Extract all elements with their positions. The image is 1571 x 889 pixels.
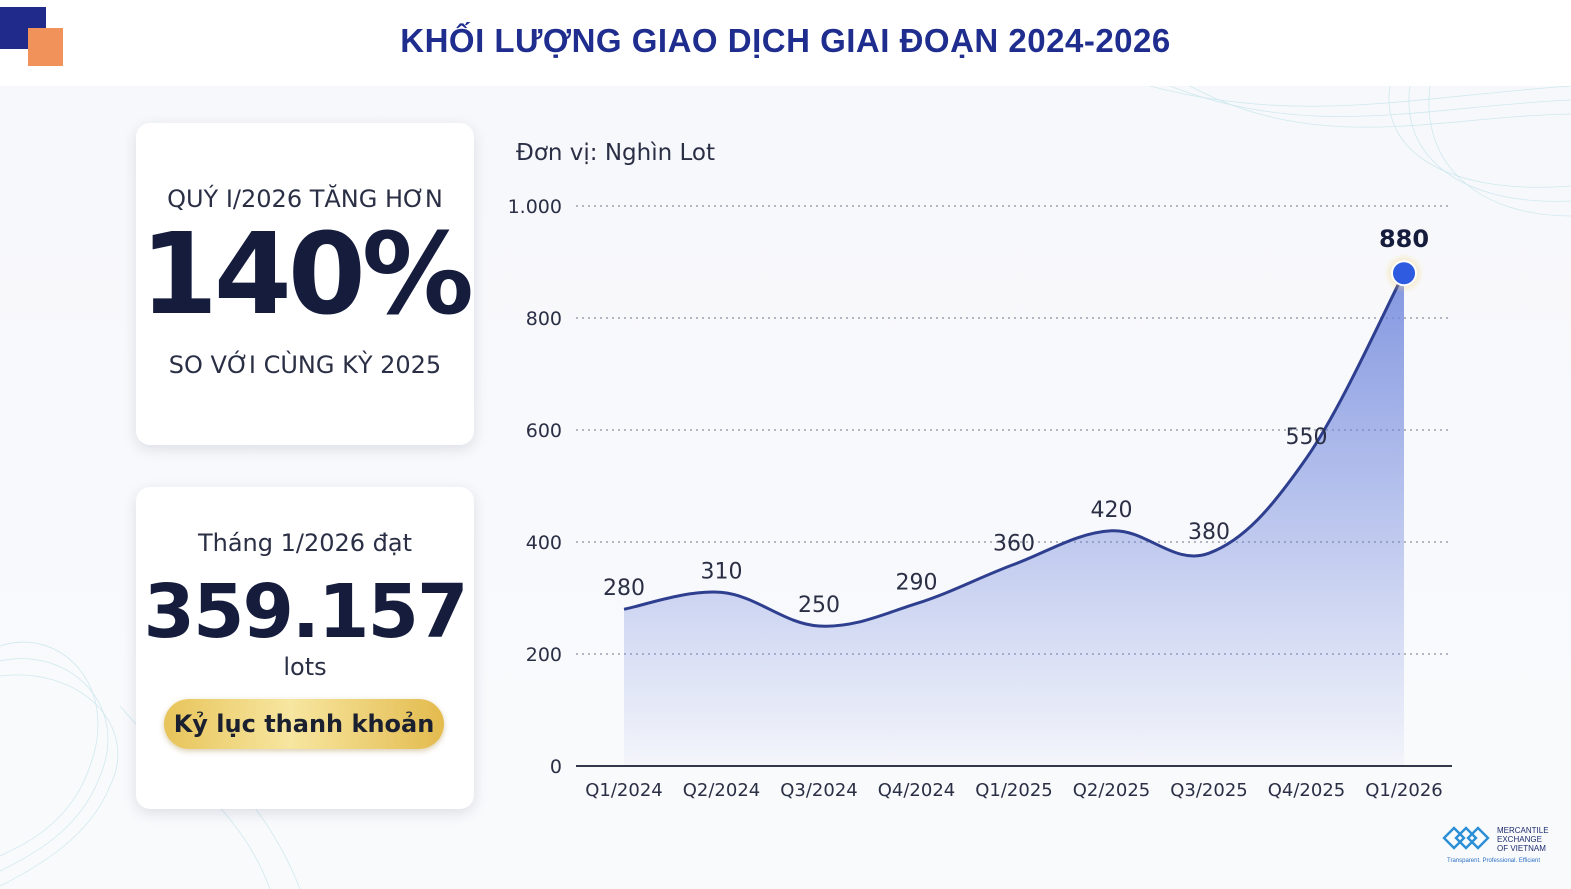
data-label: 550 (1286, 425, 1328, 450)
y-tick-label: 200 (526, 644, 562, 666)
x-tick-label: Q4/2024 (878, 780, 956, 801)
data-label: 880 (1379, 225, 1429, 253)
y-tick-label: 600 (526, 420, 562, 442)
y-tick-label: 800 (526, 308, 562, 330)
page-title: KHỐI LƯỢNG GIAO DỊCH GIAI ĐOẠN 2024-2026 (400, 22, 1171, 59)
x-tick-label: Q2/2024 (683, 780, 761, 801)
x-tick-label: Q4/2025 (1268, 780, 1346, 801)
data-label: 310 (701, 559, 743, 584)
x-tick-label: Q3/2025 (1170, 780, 1248, 801)
volume-area-chart: Đơn vị: Nghìn Lot 0 200 400 600 800 1.000 280… (508, 140, 1452, 801)
growth-caption: QUÝ I/2026 TĂNG HƠN (167, 185, 443, 213)
chart-unit-label: Đơn vị: Nghìn Lot (516, 140, 715, 166)
peak-marker-point (1391, 260, 1417, 287)
mxv-logo-icon (1442, 826, 1490, 850)
logo-tagline: Transparent. Professional. Efficient (1447, 858, 1541, 864)
data-label: 420 (1091, 498, 1133, 523)
x-tick-label: Q1/2024 (585, 780, 663, 801)
x-tick-label: Q2/2025 (1073, 780, 1151, 801)
growth-percentage: 140% (139, 210, 474, 340)
growth-card: QUÝ I/2026 TĂNG HƠN 140% SO VỚI CÙNG KỲ … (136, 123, 474, 445)
y-tick-label: 1.000 (508, 196, 562, 218)
monthly-value: 359.157 (143, 569, 468, 655)
record-liquidity-badge: Kỷ lục thanh khoản (164, 699, 444, 749)
data-label: 380 (1188, 520, 1230, 545)
logo-name: MERCANTILE EXCHANGE OF VIETNAM (1497, 826, 1549, 853)
chart-series-line (623, 272, 1406, 628)
data-label: 250 (798, 593, 840, 618)
growth-comparison: SO VỚI CÙNG KỲ 2025 (168, 351, 442, 379)
monthly-unit: lots (283, 653, 327, 681)
monthly-caption: Tháng 1/2026 đạt (197, 529, 413, 557)
x-tick-label: Q3/2024 (780, 780, 858, 801)
monthly-card: Tháng 1/2026 đạt 359.157 lots Kỷ lục tha… (136, 487, 474, 809)
data-label: 280 (603, 576, 645, 601)
data-label: 360 (993, 531, 1035, 556)
header-bar: KHỐI LƯỢNG GIAO DỊCH GIAI ĐOẠN 2024-2026 (0, 0, 1571, 87)
y-tick-label: 0 (550, 756, 562, 778)
chart-area-fill (624, 273, 1404, 766)
x-tick-label: Q1/2025 (975, 780, 1053, 801)
data-label: 290 (896, 571, 938, 596)
y-tick-label: 400 (526, 532, 562, 554)
x-tick-label: Q1/2026 (1365, 780, 1443, 801)
logo-accent-square-icon (28, 28, 63, 66)
